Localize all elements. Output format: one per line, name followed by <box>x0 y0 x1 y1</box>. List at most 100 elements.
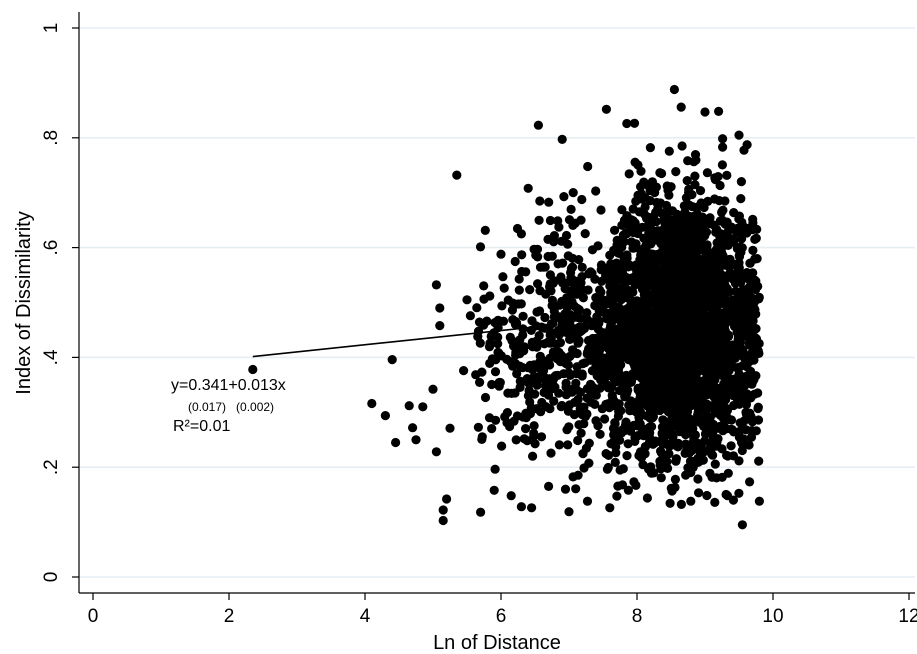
data-point <box>685 257 695 267</box>
data-point <box>622 118 632 129</box>
data-point <box>715 389 725 399</box>
data-point <box>667 422 677 433</box>
data-point <box>473 326 484 336</box>
data-point <box>498 272 508 282</box>
data-point <box>511 318 521 328</box>
data-point <box>557 400 567 411</box>
data-point <box>649 212 659 222</box>
data-point <box>630 361 640 371</box>
data-point <box>704 289 714 299</box>
data-point <box>489 485 499 495</box>
data-point <box>722 310 732 320</box>
data-point <box>692 294 702 305</box>
data-point <box>667 366 678 376</box>
data-point <box>577 326 587 336</box>
data-point <box>475 242 486 252</box>
data-point <box>503 388 513 398</box>
data-point <box>712 225 722 235</box>
data-point <box>683 156 693 166</box>
data-point <box>684 313 694 323</box>
data-point <box>607 316 617 326</box>
data-point <box>666 483 676 493</box>
data-point <box>697 276 707 286</box>
data-point <box>606 362 616 372</box>
data-point <box>590 300 600 311</box>
data-point <box>658 415 668 425</box>
data-point <box>670 474 681 484</box>
data-point <box>490 367 501 377</box>
x-tick-label: 10 <box>762 606 783 627</box>
data-point <box>726 359 736 369</box>
data-point <box>540 381 551 391</box>
data-point <box>465 311 475 321</box>
data-point <box>727 425 737 435</box>
data-point <box>540 312 550 323</box>
data-point <box>633 421 643 431</box>
data-point <box>712 346 722 356</box>
data-point <box>665 272 675 282</box>
data-point <box>685 420 695 430</box>
data-point <box>665 498 675 508</box>
data-point <box>623 439 633 449</box>
data-point <box>482 316 492 326</box>
data-point <box>435 321 445 331</box>
data-point <box>487 379 497 390</box>
data-point <box>697 331 707 341</box>
data-point <box>516 299 526 309</box>
data-point <box>726 415 737 425</box>
data-point <box>745 323 755 333</box>
data-point <box>515 382 525 392</box>
data-point <box>613 274 623 284</box>
data-point <box>683 391 693 401</box>
data-point <box>729 321 740 331</box>
data-point <box>624 169 634 179</box>
data-point <box>605 503 615 513</box>
x-tick-label: 12 <box>898 606 917 627</box>
data-point <box>654 321 665 331</box>
data-point <box>690 266 700 276</box>
data-point <box>487 424 497 434</box>
data-point <box>622 451 632 461</box>
data-point <box>496 249 506 259</box>
data-point <box>700 315 710 325</box>
data-point <box>737 234 747 244</box>
data-point <box>691 155 701 165</box>
data-point <box>684 200 694 210</box>
data-point <box>568 188 578 198</box>
data-point <box>473 422 483 432</box>
data-point <box>723 451 733 461</box>
axes <box>78 12 915 594</box>
data-point <box>673 247 683 257</box>
data-point <box>563 440 573 450</box>
fit-standard-errors-label: (0.017) (0.002) <box>188 400 274 414</box>
data-point <box>480 392 491 403</box>
data-point <box>248 364 258 375</box>
data-point <box>619 260 629 270</box>
data-point <box>561 230 572 241</box>
data-point <box>545 279 555 289</box>
data-point <box>472 303 482 313</box>
data-point <box>594 318 604 328</box>
data-point <box>604 450 614 460</box>
data-point <box>527 503 537 513</box>
data-point <box>645 186 655 196</box>
data-point <box>573 435 583 446</box>
data-point <box>604 296 614 306</box>
data-point <box>692 402 702 412</box>
data-point <box>602 338 613 348</box>
x-axis-title: Ln of Distance <box>433 632 561 654</box>
data-point <box>391 437 401 448</box>
data-point <box>639 290 649 300</box>
data-point <box>535 196 545 206</box>
data-point <box>404 401 414 411</box>
data-point <box>612 331 622 341</box>
data-point <box>475 338 485 348</box>
data-point <box>745 477 755 487</box>
data-point <box>590 399 600 409</box>
data-point <box>690 180 700 190</box>
data-point <box>576 428 586 438</box>
data-point <box>555 300 565 310</box>
data-point <box>728 391 738 401</box>
data-point <box>445 423 455 433</box>
data-point <box>646 291 657 301</box>
